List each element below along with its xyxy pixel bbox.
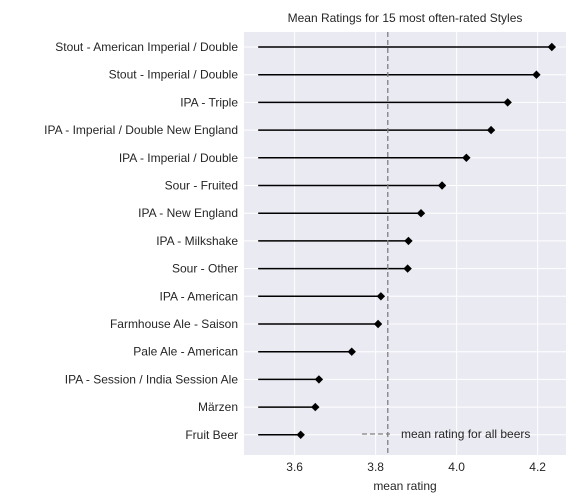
y-tick-label: Farmhouse Ale - Saison [110, 317, 238, 331]
y-tick-label: IPA - Imperial / Double New England [44, 123, 238, 137]
y-tick-label: Fruit Beer [185, 428, 238, 442]
y-tick-label: Pale Ale - American [133, 345, 238, 359]
x-tick-label: 3.6 [286, 460, 303, 474]
y-tick-labels: Stout - American Imperial / Double Stout … [44, 40, 238, 442]
plot-background [244, 32, 566, 455]
y-tick-label: IPA - Session / India Session Ale [65, 372, 239, 386]
y-tick-label: Stout - Imperial / Double [109, 68, 239, 82]
y-tick-label: Sour - Fruited [165, 179, 238, 193]
y-tick-label: IPA - Triple [180, 95, 238, 109]
x-tick-label: 4.0 [448, 460, 465, 474]
x-axis-label: mean rating [373, 479, 436, 493]
legend-label: mean rating for all beers [401, 427, 530, 441]
x-tick-label: 4.2 [529, 460, 546, 474]
y-tick-label: IPA - American [160, 289, 238, 303]
y-tick-label: Sour - Other [172, 262, 238, 276]
y-tick-label: IPA - New England [138, 206, 238, 220]
x-tick-labels: 3.6 3.8 4.0 4.2 [286, 460, 546, 474]
y-tick-label: IPA - Milkshake [156, 234, 238, 248]
y-tick-label: IPA - Imperial / Double [119, 151, 238, 165]
y-tick-label: Stout - American Imperial / Double [55, 40, 238, 54]
chart-title: Mean Ratings for 15 most often-rated Sty… [288, 11, 523, 25]
y-tick-label: Märzen [198, 400, 238, 414]
x-tick-label: 3.8 [367, 460, 384, 474]
